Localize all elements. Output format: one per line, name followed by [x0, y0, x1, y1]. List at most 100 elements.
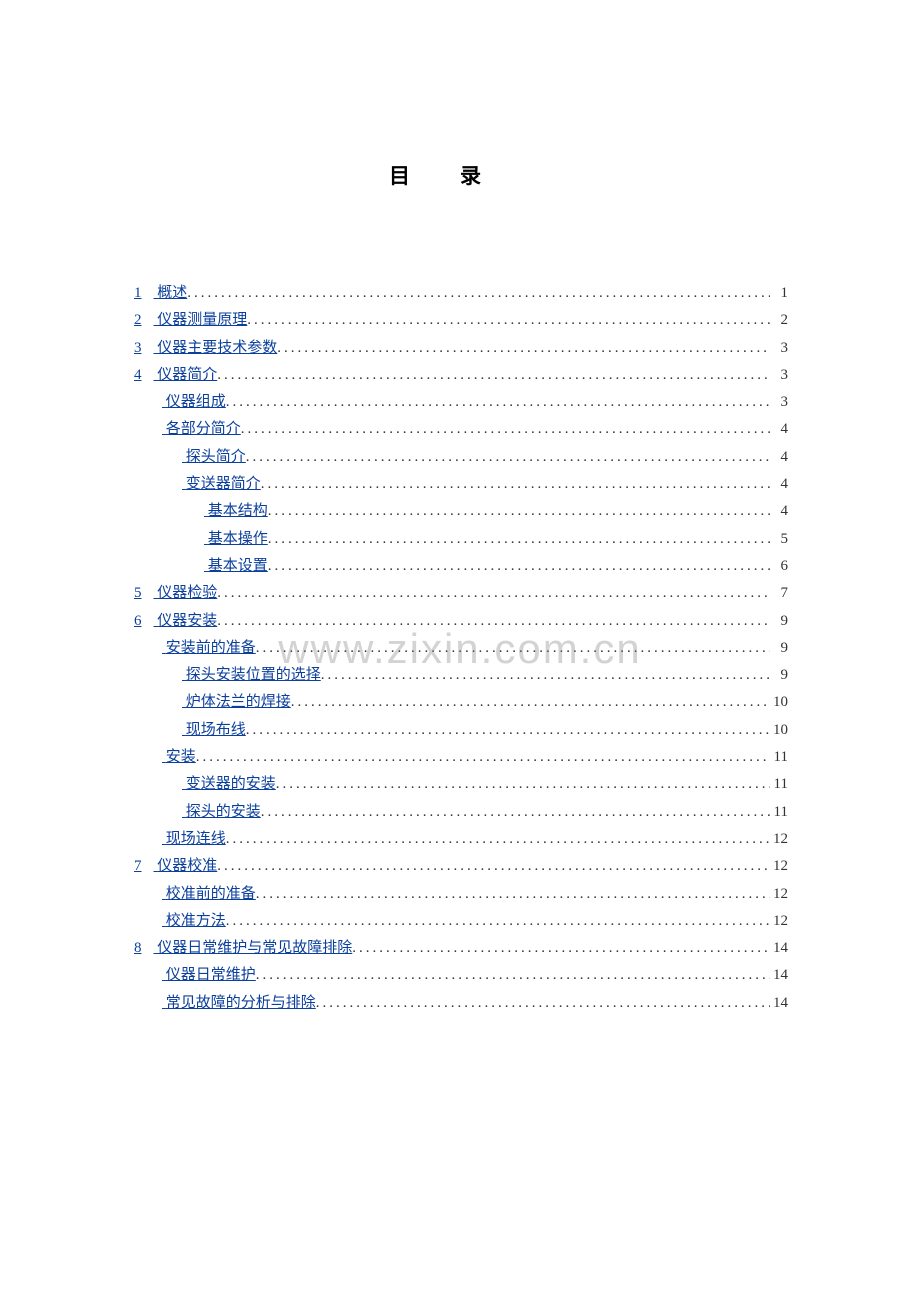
- toc-label-link[interactable]: 仪器检验: [154, 580, 218, 607]
- toc-entry: 安装 11: [132, 744, 788, 771]
- toc-label-link[interactable]: 校准前的准备: [162, 881, 256, 908]
- toc-page-number: 12: [770, 853, 788, 880]
- toc-page-number: 11: [770, 771, 788, 798]
- toc-label-link[interactable]: 安装前的准备: [162, 635, 256, 662]
- toc-label-link[interactable]: 仪器安装: [154, 608, 218, 635]
- toc-leader-dots: [268, 498, 770, 525]
- toc-page-number: 4: [770, 471, 788, 498]
- toc-entry: 校准前的准备 12: [132, 881, 788, 908]
- toc-page-number: 10: [770, 717, 788, 744]
- toc-leader-dots: [246, 444, 770, 471]
- toc-label-link[interactable]: 校准方法: [162, 908, 226, 935]
- toc-label-link[interactable]: 探头的安装: [182, 799, 261, 826]
- toc-entry: 校准方法 12: [132, 908, 788, 935]
- toc-entry: 炉体法兰的焊接 10: [132, 689, 788, 716]
- toc-page-number: 12: [770, 908, 788, 935]
- toc-leader-dots: [187, 280, 770, 307]
- toc-entry: 现场连线12: [132, 826, 788, 853]
- toc-label-link[interactable]: 基本设置: [204, 553, 268, 580]
- toc-entry: 现场布线 10: [132, 717, 788, 744]
- toc-entry: 基本操作 5: [132, 526, 788, 553]
- toc-leader-dots: [268, 553, 770, 580]
- toc-label-link[interactable]: 探头安装位置的选择: [182, 662, 321, 689]
- toc-entry: 各部分简介 4: [132, 416, 788, 443]
- toc-entry: 仪器日常维护14: [132, 962, 788, 989]
- toc-label-link[interactable]: 概述: [154, 280, 188, 307]
- toc-entry: 3仪器主要技术参数3: [132, 335, 788, 362]
- table-of-contents: 1概述12仪器测量原理23仪器主要技术参数34仪器简介3仪器组成3各部分简介4探…: [132, 280, 788, 1017]
- toc-entry: 仪器组成 3: [132, 389, 788, 416]
- toc-leader-dots: [196, 744, 770, 771]
- toc-label-link[interactable]: 现场连线: [162, 826, 226, 853]
- toc-page-number: 4: [770, 498, 788, 525]
- toc-label-link[interactable]: 各部分简介: [162, 416, 241, 443]
- toc-leader-dots: [261, 471, 770, 498]
- toc-entry: 8 仪器日常维护与常见故障排除 14: [132, 935, 788, 962]
- toc-entry: 基本设置6: [132, 553, 788, 580]
- toc-page-number: 10: [770, 689, 788, 716]
- toc-number-link[interactable]: 5: [132, 580, 142, 607]
- toc-leader-dots: [217, 853, 770, 880]
- toc-leader-dots: [226, 908, 770, 935]
- toc-page-number: 9: [770, 635, 788, 662]
- toc-number-link[interactable]: 8: [132, 935, 142, 962]
- toc-number-link[interactable]: 2: [132, 307, 142, 334]
- toc-entry: 1 概述 1: [132, 280, 788, 307]
- toc-page-number: 12: [770, 881, 788, 908]
- toc-entry: 变送器的安装 11: [132, 771, 788, 798]
- toc-label-link[interactable]: 仪器主要技术参数: [154, 335, 278, 362]
- toc-page-number: 2: [770, 307, 788, 334]
- toc-label-link[interactable]: 常见故障的分析与排除: [162, 990, 316, 1017]
- toc-label-link[interactable]: 安装: [162, 744, 196, 771]
- toc-page-number: 7: [770, 580, 788, 607]
- toc-label-link[interactable]: 仪器简介: [154, 362, 218, 389]
- toc-page-number: 1: [770, 280, 788, 307]
- toc-leader-dots: [321, 662, 770, 689]
- toc-number-link[interactable]: 6: [132, 608, 142, 635]
- toc-label-link[interactable]: 基本结构: [204, 498, 268, 525]
- toc-leader-dots: [256, 881, 770, 908]
- toc-entry: 探头安装位置的选择9: [132, 662, 788, 689]
- toc-label-link[interactable]: 仪器日常维护与常见故障排除: [154, 935, 353, 962]
- toc-label-link[interactable]: 仪器测量原理: [154, 307, 248, 334]
- toc-page-number: 11: [770, 744, 788, 771]
- toc-number-link[interactable]: 7: [132, 853, 142, 880]
- toc-page-number: 14: [770, 935, 788, 962]
- toc-page-number: 5: [770, 526, 788, 553]
- toc-entry: 基本结构 4: [132, 498, 788, 525]
- toc-entry: 5 仪器检验 7: [132, 580, 788, 607]
- toc-entry: 常见故障的分析与排除 14: [132, 990, 788, 1017]
- toc-leader-dots: [217, 580, 770, 607]
- toc-leader-dots: [352, 935, 770, 962]
- toc-leader-dots: [268, 526, 770, 553]
- toc-page-number: 11: [770, 799, 788, 826]
- toc-number-link[interactable]: 1: [132, 280, 142, 307]
- toc-leader-dots: [256, 962, 770, 989]
- toc-label-link[interactable]: 仪器校准: [154, 853, 218, 880]
- toc-label-link[interactable]: 炉体法兰的焊接: [182, 689, 291, 716]
- toc-page-number: 3: [770, 389, 788, 416]
- toc-label-link[interactable]: 变送器的安装: [182, 771, 276, 798]
- toc-number-link[interactable]: 4: [132, 362, 142, 389]
- toc-leader-dots: [276, 771, 770, 798]
- toc-entry: 探头的安装 11: [132, 799, 788, 826]
- toc-label-link[interactable]: 变送器简介: [182, 471, 261, 498]
- toc-entry: 6仪器安装9: [132, 608, 788, 635]
- toc-leader-dots: [256, 635, 770, 662]
- toc-page-number: 14: [770, 990, 788, 1017]
- toc-label-link[interactable]: 现场布线: [182, 717, 246, 744]
- toc-leader-dots: [291, 689, 770, 716]
- toc-leader-dots: [241, 416, 770, 443]
- toc-label-link[interactable]: 探头简介: [182, 444, 246, 471]
- toc-label-link[interactable]: 基本操作: [204, 526, 268, 553]
- toc-entry: 2 仪器测量原理 2: [132, 307, 788, 334]
- toc-page-number: 3: [770, 362, 788, 389]
- toc-leader-dots: [226, 389, 770, 416]
- toc-page-number: 4: [770, 416, 788, 443]
- toc-entry: 探头简介4: [132, 444, 788, 471]
- toc-label-link[interactable]: 仪器组成: [162, 389, 226, 416]
- toc-entry: 安装前的准备 9: [132, 635, 788, 662]
- toc-leader-dots: [261, 799, 770, 826]
- toc-label-link[interactable]: 仪器日常维护: [162, 962, 256, 989]
- toc-number-link[interactable]: 3: [132, 335, 142, 362]
